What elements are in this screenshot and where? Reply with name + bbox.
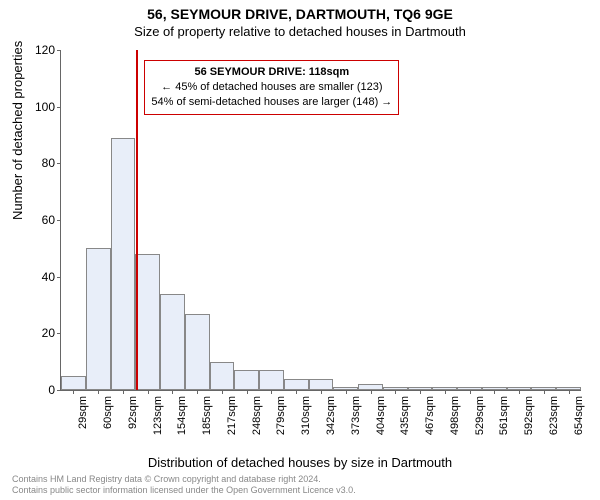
x-tick-mark (420, 390, 421, 394)
x-tick-label: 279sqm (275, 396, 287, 435)
x-tick-mark (321, 390, 322, 394)
y-tick-mark (57, 220, 61, 221)
histogram-bar (234, 370, 259, 390)
y-tick-label: 80 (23, 156, 55, 170)
callout-box: 56 SEYMOUR DRIVE: 118sqm← 45% of detache… (144, 60, 399, 115)
x-tick-mark (296, 390, 297, 394)
footer-line-1: Contains HM Land Registry data © Crown c… (12, 474, 356, 485)
x-tick-label: 467sqm (424, 396, 436, 435)
x-tick-label: 529sqm (474, 396, 486, 435)
x-tick-mark (98, 390, 99, 394)
x-tick-label: 248sqm (251, 396, 263, 435)
chart-subtitle: Size of property relative to detached ho… (0, 22, 600, 39)
chart-area: 02040608010012029sqm60sqm92sqm123sqm154s… (60, 50, 580, 405)
x-tick-label: 373sqm (350, 396, 362, 435)
x-tick-label: 123sqm (152, 396, 164, 435)
histogram-bar (135, 254, 160, 390)
x-tick-mark (271, 390, 272, 394)
x-tick-mark (544, 390, 545, 394)
callout-title: 56 SEYMOUR DRIVE: 118sqm (151, 65, 392, 80)
histogram-bar (284, 379, 309, 390)
x-tick-label: 342sqm (325, 396, 337, 435)
x-tick-label: 310sqm (300, 396, 312, 435)
x-tick-label: 217sqm (226, 396, 238, 435)
x-tick-mark (247, 390, 248, 394)
x-tick-mark (73, 390, 74, 394)
x-tick-mark (395, 390, 396, 394)
x-tick-mark (519, 390, 520, 394)
histogram-bar (86, 248, 111, 390)
chart-container: 56, SEYMOUR DRIVE, DARTMOUTH, TQ6 9GE Si… (0, 0, 600, 500)
x-tick-label: 498sqm (449, 396, 461, 435)
callout-line-1: ← 45% of detached houses are smaller (12… (151, 80, 392, 95)
x-tick-mark (222, 390, 223, 394)
histogram-bar (61, 376, 86, 390)
chart-title: 56, SEYMOUR DRIVE, DARTMOUTH, TQ6 9GE (0, 0, 600, 22)
x-tick-label: 60sqm (102, 396, 114, 429)
footer-attribution: Contains HM Land Registry data © Crown c… (12, 474, 356, 496)
x-tick-label: 404sqm (375, 396, 387, 435)
y-tick-label: 40 (23, 270, 55, 284)
x-tick-label: 623sqm (548, 396, 560, 435)
y-tick-mark (57, 390, 61, 391)
x-tick-mark (470, 390, 471, 394)
callout-line-2: 54% of semi-detached houses are larger (… (151, 95, 392, 110)
histogram-bar (160, 294, 185, 390)
x-tick-label: 561sqm (498, 396, 510, 435)
x-tick-label: 154sqm (176, 396, 188, 435)
histogram-bar (309, 379, 334, 390)
x-tick-mark (445, 390, 446, 394)
footer-line-2: Contains public sector information licen… (12, 485, 356, 496)
y-tick-label: 20 (23, 326, 55, 340)
x-tick-mark (371, 390, 372, 394)
x-tick-mark (569, 390, 570, 394)
x-tick-mark (172, 390, 173, 394)
x-tick-mark (346, 390, 347, 394)
histogram-bar (111, 138, 136, 390)
x-tick-label: 92sqm (127, 396, 139, 429)
x-tick-label: 592sqm (523, 396, 535, 435)
y-tick-label: 100 (23, 100, 55, 114)
x-tick-label: 185sqm (201, 396, 213, 435)
y-tick-mark (57, 333, 61, 334)
plot-region: 02040608010012029sqm60sqm92sqm123sqm154s… (60, 50, 581, 391)
y-axis-label: Number of detached properties (10, 41, 25, 220)
y-tick-label: 60 (23, 213, 55, 227)
y-tick-mark (57, 107, 61, 108)
x-tick-label: 435sqm (399, 396, 411, 435)
histogram-bar (210, 362, 235, 390)
x-tick-mark (148, 390, 149, 394)
y-tick-mark (57, 50, 61, 51)
x-axis-label: Distribution of detached houses by size … (0, 455, 600, 470)
x-tick-mark (494, 390, 495, 394)
property-marker-line (136, 50, 138, 390)
x-tick-label: 654sqm (573, 396, 585, 435)
x-tick-label: 29sqm (77, 396, 89, 429)
y-tick-label: 0 (23, 383, 55, 397)
x-tick-mark (197, 390, 198, 394)
histogram-bar (185, 314, 210, 391)
histogram-bar (259, 370, 284, 390)
y-tick-mark (57, 277, 61, 278)
y-tick-label: 120 (23, 43, 55, 57)
y-tick-mark (57, 163, 61, 164)
x-tick-mark (123, 390, 124, 394)
